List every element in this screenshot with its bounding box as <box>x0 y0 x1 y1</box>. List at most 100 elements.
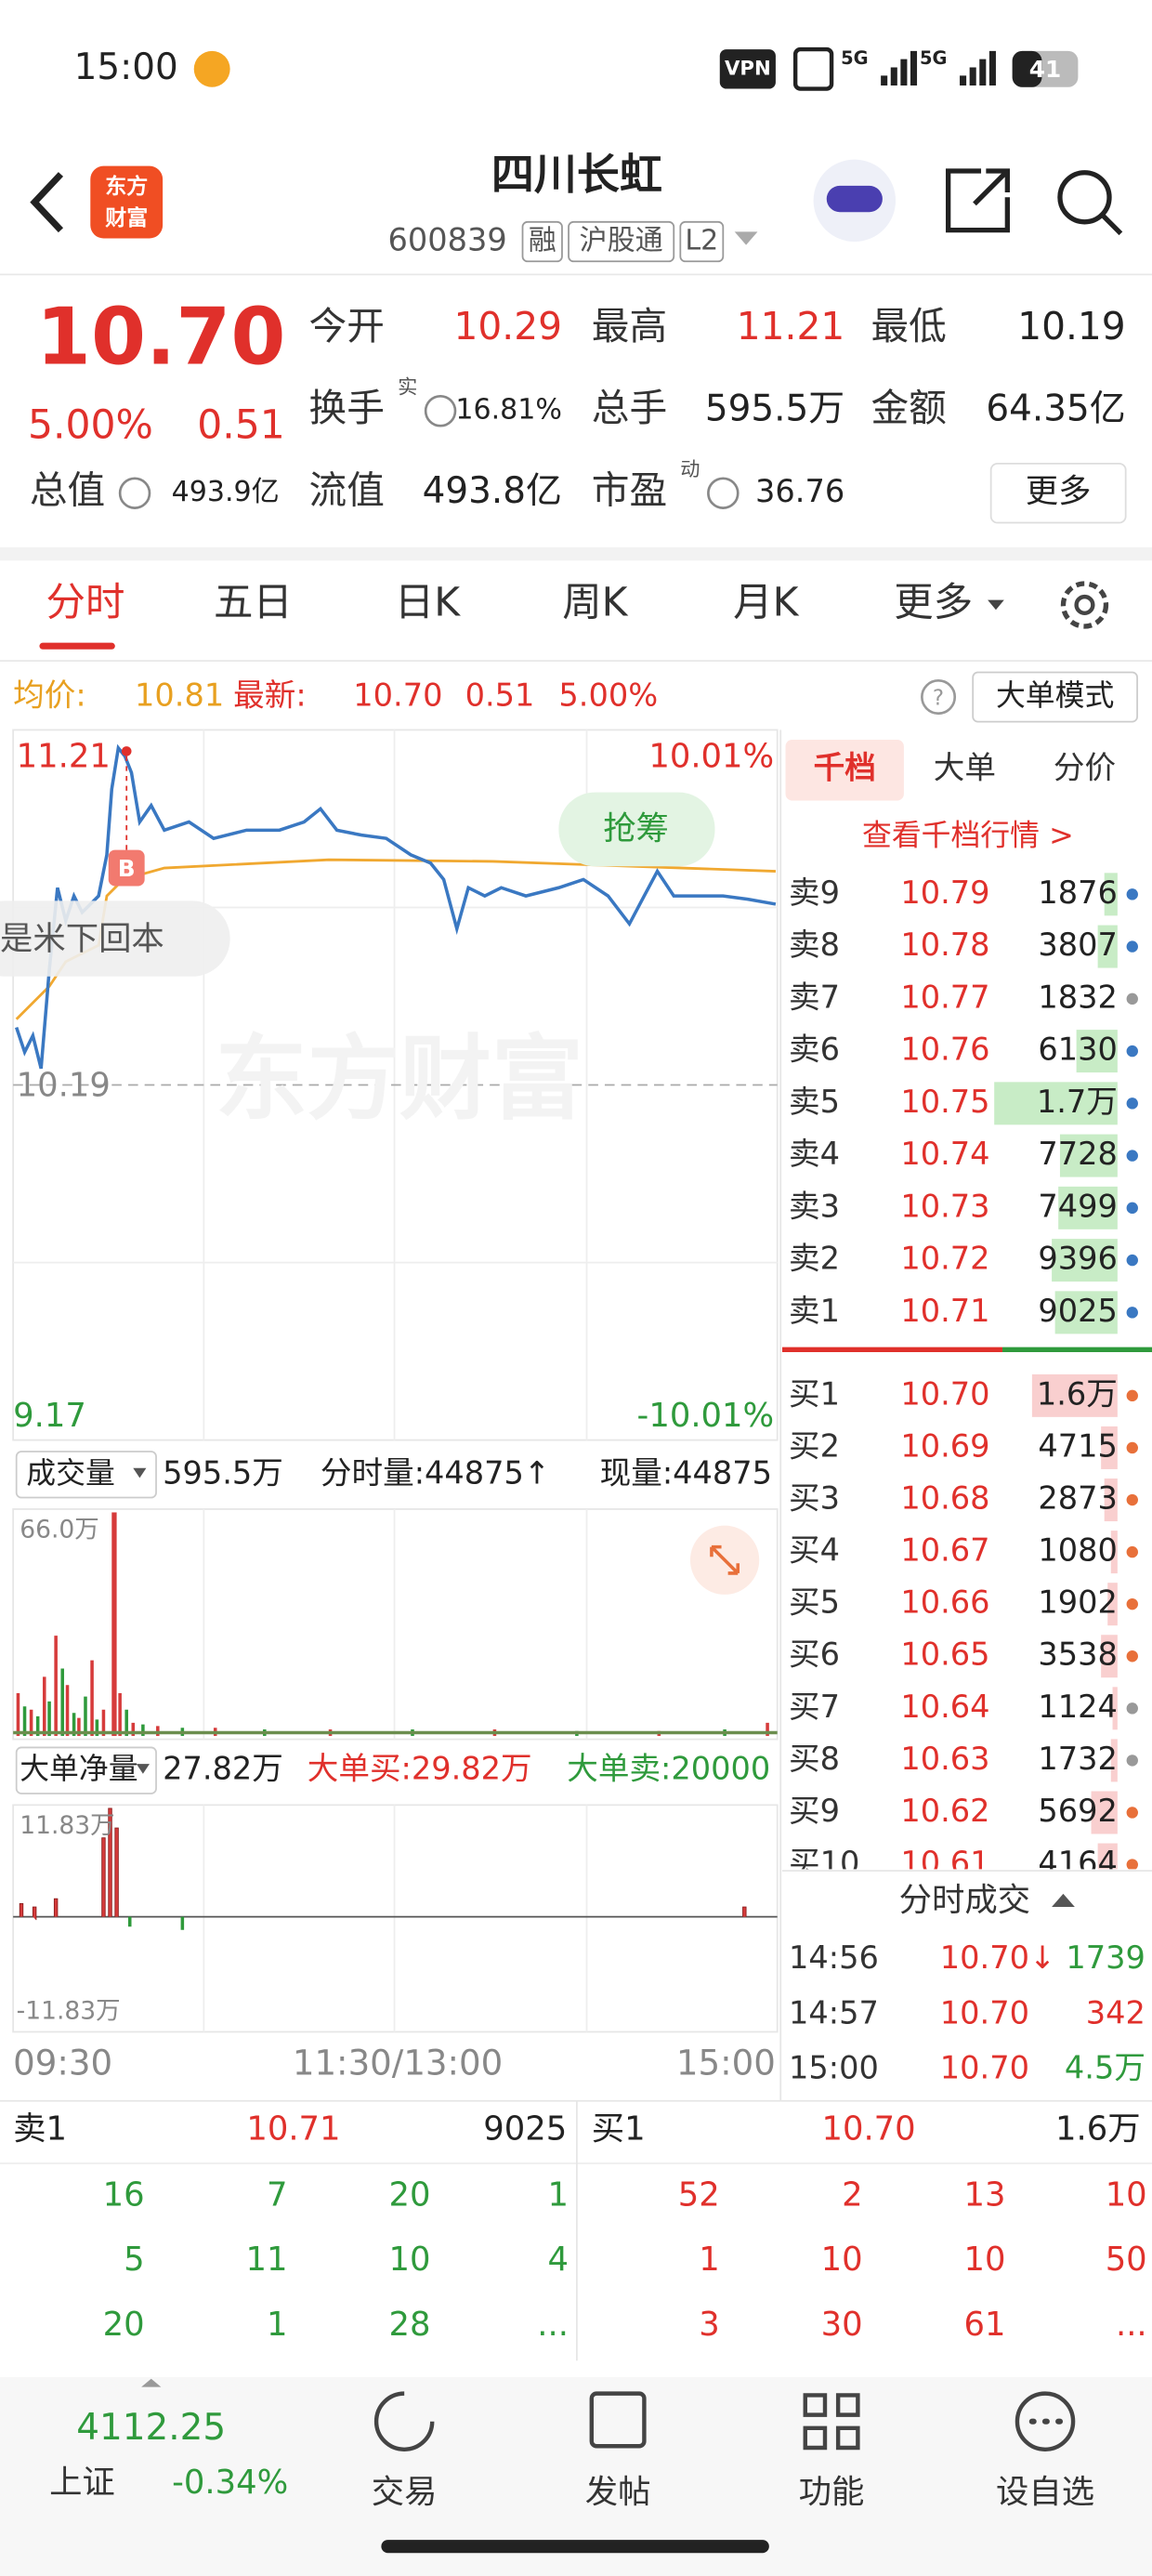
depth-bar <box>1112 1687 1118 1730</box>
bid-price: 10.65 <box>900 1636 989 1673</box>
more-button[interactable]: 更多 <box>1026 473 1092 511</box>
depth-bar <box>1110 1739 1118 1782</box>
ask-volume: 7728 <box>1038 1136 1117 1172</box>
logo-text: 东方 <box>105 174 148 199</box>
ask-price: 10.79 <box>900 874 989 911</box>
nav-item[interactable]: 交易 <box>372 2474 438 2512</box>
ask-dot <box>1126 1307 1138 1319</box>
buy-marker <box>108 849 145 887</box>
ask-price: 10.71 <box>900 1293 989 1329</box>
bid-dot <box>1126 1493 1138 1506</box>
depth-link[interactable]: 查看千档行情 > <box>862 817 1074 852</box>
volume-selector[interactable] <box>15 1451 157 1499</box>
volume-bars-up <box>16 1636 769 1737</box>
trade-time: 14:56 <box>789 1939 879 1976</box>
tab[interactable]: 五日 <box>214 580 293 625</box>
depth-bar <box>1076 1030 1118 1073</box>
y-label-prev: 10.19 <box>17 1066 111 1104</box>
bid-order: 13 <box>964 2175 1006 2214</box>
depth-bar <box>994 1082 1118 1125</box>
volume-label[interactable]: 成交量 <box>26 1455 114 1491</box>
stat-value: 64.35亿 <box>986 388 1125 430</box>
dropdown-arrow <box>133 1467 147 1479</box>
mode-button-frame[interactable] <box>972 671 1138 723</box>
stat-value: 595.5万 <box>705 388 844 430</box>
share-button[interactable] <box>946 168 1010 233</box>
help-mark[interactable]: 大单模式 <box>996 677 1114 713</box>
signal-icon <box>960 50 996 85</box>
depth-bar <box>1104 1479 1118 1522</box>
panel-tab[interactable]: 分价 <box>1054 749 1116 785</box>
bid-price: 10.64 <box>900 1689 989 1725</box>
panel-tab[interactable]: 千档 <box>814 749 876 785</box>
buy-marker-label: B <box>118 855 136 882</box>
tab[interactable]: 分时 <box>46 580 125 625</box>
stat-label: 今开 <box>309 304 385 348</box>
nav-item[interactable]: 发帖 <box>585 2474 651 2512</box>
queue-volume: 9025 <box>483 2110 567 2149</box>
help-icon[interactable] <box>921 679 957 716</box>
function-icon[interactable] <box>803 2393 860 2451</box>
expand-icon <box>710 1544 740 1575</box>
badge-pill[interactable] <box>558 792 715 867</box>
settings-button[interactable] <box>1060 581 1109 629</box>
stat-label: 总值 <box>30 468 105 513</box>
latest-label: 最新: <box>233 677 307 714</box>
bid-price: 10.62 <box>900 1793 989 1829</box>
bid-dot <box>1126 1545 1138 1558</box>
bid-price: 10.66 <box>900 1584 989 1621</box>
back-button[interactable] <box>30 172 64 233</box>
time-label: 15:00 <box>676 2043 776 2083</box>
ask-price: 10.72 <box>900 1241 989 1277</box>
divider-band <box>0 547 1152 561</box>
net-flow-selector[interactable] <box>15 1746 157 1794</box>
stat-value: 493.9亿 <box>172 476 280 508</box>
battery-level <box>1012 50 1042 87</box>
tab[interactable]: 周K <box>562 580 628 625</box>
more-button-frame[interactable] <box>989 462 1127 524</box>
net-flow-min: -11.83万 <box>17 1997 121 2026</box>
ask-dot <box>1126 940 1138 953</box>
tip-pill[interactable] <box>0 900 230 977</box>
status-time: 15:00 <box>74 46 178 88</box>
collapse-arrow <box>1052 1893 1075 1908</box>
badge[interactable]: 抢筹 <box>603 809 669 848</box>
post-icon[interactable] <box>589 2391 647 2449</box>
panel-tab[interactable]: 大单 <box>934 749 996 785</box>
index-value: 4112.25 <box>76 2407 226 2449</box>
tab-underline <box>39 642 115 650</box>
vpn-label: VPN <box>725 57 771 80</box>
bid-volume: 2873 <box>1038 1480 1117 1517</box>
bid-volume: 4164 <box>1038 1845 1117 1881</box>
depth-bar <box>1107 1583 1118 1626</box>
tab[interactable]: 更多 <box>894 580 973 625</box>
depth-bar <box>1101 1426 1118 1469</box>
bid-price: 10.61 <box>900 1845 989 1881</box>
trade-price: 10.70 <box>940 2050 1029 2086</box>
tab[interactable]: 日K <box>395 580 461 625</box>
nav-item[interactable]: 功能 <box>799 2474 865 2512</box>
ask-price: 10.77 <box>900 979 989 1015</box>
net-flow-label[interactable]: 大单净量 <box>20 1751 137 1786</box>
bid-dot <box>1126 1807 1138 1819</box>
bid-dot <box>1126 1755 1138 1767</box>
bid-level: 买10 <box>789 1845 859 1881</box>
bid-order: 61 <box>964 2306 1006 2344</box>
tag-frame <box>521 220 563 263</box>
tip[interactable]: 是米下回本 <box>0 920 164 958</box>
nav-item[interactable]: 设自选 <box>996 2474 1094 2512</box>
watchlist-icon[interactable] <box>1015 2391 1076 2451</box>
tab[interactable]: 月K <box>733 580 799 625</box>
trade-price: 10.70↓ <box>940 1939 1055 1976</box>
trades-title[interactable]: 分时成交 <box>899 1882 1030 1920</box>
bid-level: 买5 <box>789 1584 840 1621</box>
bid-order: ... <box>1116 2306 1147 2344</box>
ask-order: 20 <box>103 2306 145 2344</box>
depth-bar <box>1058 1186 1118 1229</box>
info-icon <box>707 477 740 509</box>
search-button[interactable] <box>1057 170 1112 225</box>
trade-icon[interactable] <box>373 2391 435 2451</box>
stat-value: 36.76 <box>755 473 844 509</box>
ask-order: 20 <box>388 2175 430 2214</box>
trade-time: 14:57 <box>789 1994 879 2031</box>
